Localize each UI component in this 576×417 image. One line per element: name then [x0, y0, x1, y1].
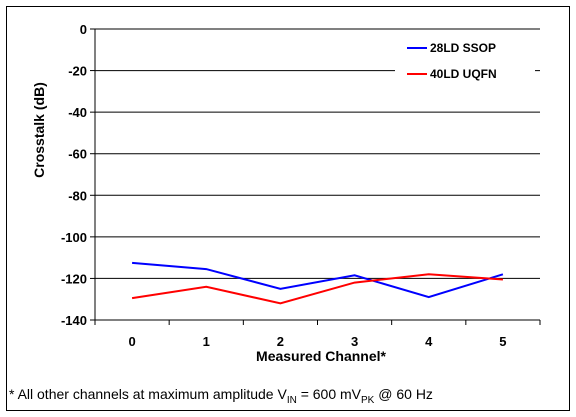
footnote: * All other channels at maximum amplitud… — [9, 386, 433, 406]
series-lines — [131, 261, 504, 305]
x-tick-label: 5 — [499, 334, 506, 349]
legend-label-1: 28LD SSOP — [430, 41, 496, 55]
footnote-suffix: @ 60 Hz — [374, 386, 433, 402]
y-tick-label: -100 — [61, 230, 87, 245]
x-tick-label: 1 — [203, 334, 210, 349]
y-tick-label: 0 — [80, 22, 87, 37]
grid-lines — [95, 28, 540, 279]
footnote-sub-pk: PK — [361, 395, 375, 406]
x-tick-label: 4 — [425, 334, 433, 349]
legend-label-2: 40LD UQFN — [430, 67, 497, 81]
footnote-prefix: * All other channels at maximum amplitud… — [9, 386, 287, 402]
series-line-2 — [131, 273, 503, 305]
y-tick-labels: 0 -20 -40 -60 -80 -100 -120 -140 — [61, 22, 87, 328]
y-tick-label: -60 — [68, 147, 87, 162]
y-tick-label: -140 — [61, 313, 87, 328]
x-tick-label: 0 — [128, 334, 135, 349]
y-tick-label: -20 — [68, 64, 87, 79]
y-tick-label: -40 — [68, 105, 87, 120]
legend: 28LD SSOP 40LD UQFN — [395, 36, 535, 88]
legend-box — [395, 36, 535, 88]
y-tick-label: -120 — [61, 271, 87, 286]
x-tick-labels: 0 1 2 3 4 5 — [128, 334, 506, 349]
x-axis-title: Measured Channel* — [256, 348, 386, 364]
axes — [90, 28, 541, 325]
footnote-sub-in: IN — [287, 395, 297, 406]
x-tick-label: 2 — [277, 334, 284, 349]
footnote-middle: = 600 mV — [297, 386, 362, 402]
x-tick-label: 3 — [351, 334, 358, 349]
y-tick-label: -80 — [68, 188, 87, 203]
y-axis-title: Crosstalk (dB) — [31, 82, 47, 178]
series-line-1 — [131, 261, 504, 299]
